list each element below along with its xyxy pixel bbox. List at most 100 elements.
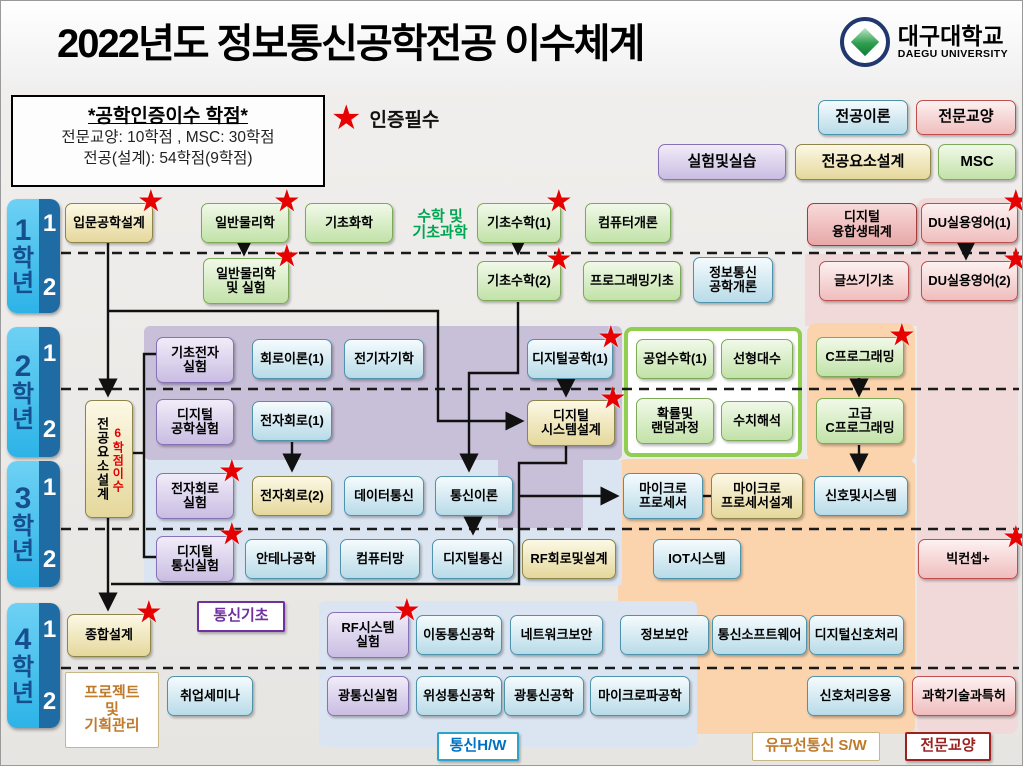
legend-item: 실험및실습 [658,144,786,180]
course-box-label: 정보통신 공학개론 [709,264,757,294]
star-legend-label: 인증필수 [369,109,440,131]
course-box-label: 통신소프트웨어 [717,626,802,642]
required-star-icon: ★ [274,186,299,216]
semester-2-label: 2 [42,546,57,574]
course-box: 통신소프트웨어 [712,615,807,655]
course-box: 수치해석 [721,401,793,441]
legend-item-label: 전공이론 [835,108,891,126]
university-name: 대구대학교 [897,22,1004,49]
legend-item: 전문교양 [916,100,1016,135]
course-box-label: 데이터통신 [354,487,414,503]
course-box: 디지털 통신실험 ★ [156,521,244,582]
course-box-label: 위성통신공학 [423,687,495,703]
course-box: 마이크로 프로세서 [623,473,703,519]
course-box-label: 일반물리학 및 실험 [216,265,276,295]
course-box-label: 확률및 랜덤과정 [651,405,699,435]
course-box-label: 기초전자 실험 [171,344,219,374]
course-box-label: 종합설계 [85,627,133,643]
course-box: 확률및 랜덤과정 [636,398,714,444]
course-box: 정보통신 공학개론 [693,257,773,303]
course-box-label: 전자회로(2) [260,487,324,503]
vertical-box-label: 전공요소설계 [94,417,110,501]
group-label: 유무선통신 S/W [752,732,880,761]
university-logo-text: 대구대학교 DAEGU UNIVERSITY [898,24,1008,60]
course-box-label: DU실용영어(2) [928,272,1011,288]
course-box: 디지털 공학실험 [156,399,234,445]
course-box: C프로그래밍 ★ [816,322,914,377]
group-label-label: 통신기초 [213,607,269,625]
course-box: 신호및시스템 [814,476,908,516]
course-box: 디지털공학(1) ★ [527,324,623,379]
course-box: 광통신공학 [504,676,584,716]
course-box: 데이터통신 [344,476,424,516]
university-logo: 대구대학교 DAEGU UNIVERSITY [839,17,1008,67]
required-star-icon: ★ [331,99,362,137]
group-label-label: 수학 및 기초과학 [412,207,468,241]
required-star-icon: ★ [219,456,244,486]
university-emblem-icon [839,17,890,67]
course-box: 디지털 융합생태계 [807,203,917,246]
course-box: 정보보안 [620,615,709,655]
course-box-label: 마이크로파공학 [598,687,682,703]
page-title: 2022년도 정보통신공학전공 이수체계 [57,22,645,66]
course-box: 일반물리학 ★ [201,188,299,243]
required-star-icon: ★ [889,320,914,350]
course-box-label: 전자회로(1) [260,412,324,428]
legend-item: 전공요소설계 [795,144,931,180]
course-box: 전자회로(1) [252,401,332,441]
course-box-label: 디지털 융합생태계 [832,209,892,239]
course-box: 위성통신공학 [416,676,502,716]
certification-line: 전공(설계): 54학점(9학점) [83,149,253,167]
course-box: 컴퓨터망 [340,539,420,579]
legend-item-label: 전문교양 [938,108,994,126]
course-box: 컴퓨터개론 [585,203,671,243]
course-box: IOT시스템 [653,539,741,579]
course-box: 전자회로 실험 ★ [156,458,244,519]
course-box-label: 통신이론 [450,487,498,503]
course-box: 안테나공학 [245,539,327,579]
course-box: 디지털신호처리 [809,615,904,655]
course-box: 기초수학(1) ★ [477,188,571,243]
course-box-label: 신호및시스템 [825,487,897,503]
course-box-label: 전자회로 실험 [171,480,219,510]
required-star-icon: ★ [1004,524,1022,551]
course-box-label: 컴퓨터개론 [598,214,658,230]
required-star-icon: ★ [219,519,244,549]
legend-item-label: 실험및실습 [687,152,757,170]
course-box: 취업세미나 [167,676,253,716]
course-box-label: 회로이론(1) [260,350,324,366]
semester-2-label: 2 [42,273,57,301]
course-box-label: 기초화학 [325,214,373,230]
star-legend: ★ 인증필수 [331,101,439,135]
course-box-label: 기초수학(1) [487,214,551,230]
course-box: RF시스템 실험 ★ [327,597,419,658]
required-star-icon: ★ [136,597,161,627]
course-box: 디지털통신 [432,539,514,579]
course-box: 빅컨셉+ ★ [918,524,1022,579]
course-box: 입문공학설계 ★ [65,188,163,243]
required-star-icon: ★ [394,595,419,625]
course-box: DU실용영어(1)★ [921,188,1022,243]
group-label-label: 프로젝트 및 기획관리 [84,684,140,735]
course-box-label: 빅컨셉+ [946,550,990,566]
vertical-box-credit: 6학점이수 [110,425,125,493]
group-label: 통신H/W [437,732,519,761]
required-star-icon: ★ [1004,246,1022,273]
course-box: 프로그래밍기초 [583,261,681,301]
course-box-label: 디지털공학(1) [532,350,608,366]
course-box-label: RF시스템 실험 [341,619,395,649]
course-box: 과학기술과특허 [912,676,1016,716]
university-name-en: DAEGU UNIVERSITY [897,48,1008,61]
course-box-label: 프로그래밍기초 [590,272,674,288]
course-box-label: RF회로및설계 [530,550,608,566]
course-box-label: 일반물리학 [215,214,275,230]
course-box: 전기자기학 [344,339,424,379]
required-star-icon: ★ [274,241,299,271]
course-box: 신호처리응용 [807,676,904,716]
